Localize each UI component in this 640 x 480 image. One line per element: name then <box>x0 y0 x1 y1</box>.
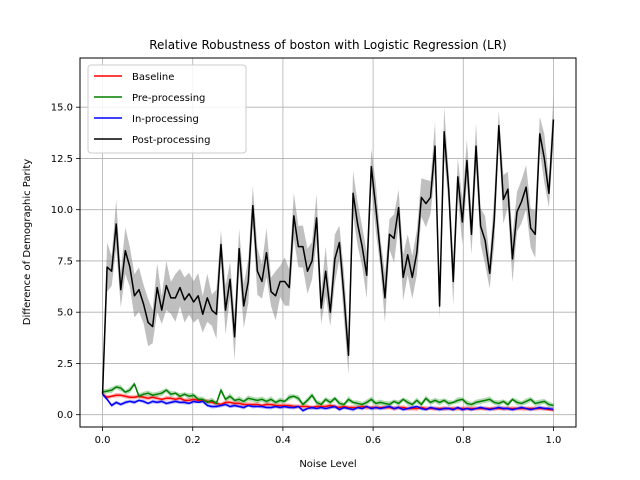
pre-processing-line <box>102 383 554 407</box>
in-processing-line <box>101 393 554 412</box>
y-tick-label: 2.5 <box>57 359 73 370</box>
plot-frame <box>79 57 577 428</box>
y-axis-ticks: 0.0 2.5 5.0 7.5 10.0 12.5 15.0 <box>51 103 80 421</box>
post-processing-band <box>102 94 554 410</box>
legend-entry-pre-processing: Pre-processing <box>132 93 205 104</box>
y-axis-label: Difference of Demographic Parity <box>22 159 33 326</box>
in-processing-band <box>102 392 554 413</box>
legend-entry-baseline: Baseline <box>132 72 174 83</box>
legend-box <box>87 64 247 154</box>
x-axis-ticks: 0.0 0.2 0.4 0.6 0.8 1.0 <box>95 427 562 446</box>
y-tick-label: 15.0 <box>51 103 73 114</box>
x-tick-label: 0.6 <box>365 435 381 446</box>
chart-title: Relative Robustness of boston with Logis… <box>149 38 506 52</box>
post-processing-line <box>101 119 555 395</box>
x-axis-label: Noise Level <box>299 459 356 470</box>
x-tick-label: 0.2 <box>185 435 201 446</box>
x-tick-label: 0.4 <box>275 435 291 446</box>
y-tick-label: 5.0 <box>57 308 73 319</box>
legend-entry-in-processing: In-processing <box>132 114 199 125</box>
x-tick-label: 0.0 <box>95 435 111 446</box>
x-tick-label: 0.8 <box>455 435 471 446</box>
y-tick-label: 12.5 <box>51 154 73 165</box>
y-tick-label: 0.0 <box>57 410 73 421</box>
legend-entry-post-processing: Post-processing <box>132 135 210 146</box>
series-lines <box>101 119 555 412</box>
baseline-band <box>102 392 554 413</box>
y-tick-label: 10.0 <box>51 205 73 216</box>
x-tick-label: 1.0 <box>546 435 562 446</box>
legend: Baseline Pre-processing In-processing Post-… <box>87 64 247 154</box>
y-tick-label: 7.5 <box>57 256 73 267</box>
